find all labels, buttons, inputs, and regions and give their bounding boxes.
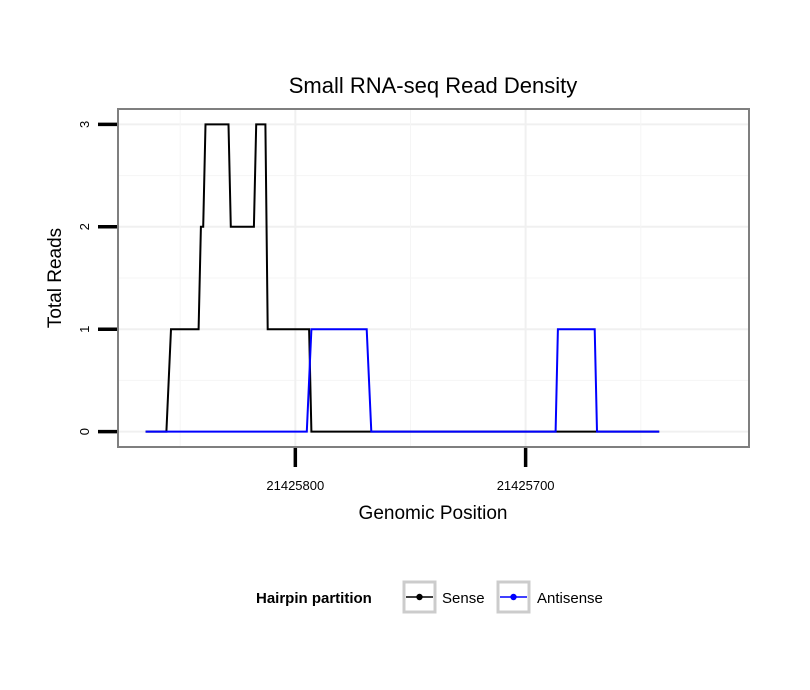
data-series	[145, 123, 660, 433]
x-axis-title: Genomic Position	[359, 503, 508, 524]
legend-point-sense	[416, 593, 423, 601]
y-tick-label: 2	[77, 223, 92, 230]
plot-panel-border	[117, 108, 750, 448]
legend-item-antisense: Antisense	[496, 580, 603, 614]
legend-title: Hairpin partition	[256, 590, 372, 607]
legend-item-sense: Sense	[402, 580, 485, 614]
legend-label-antisense: Antisense	[537, 590, 603, 607]
legend-label-sense: Sense	[442, 590, 485, 607]
y-axis-title: Total Reads	[45, 228, 66, 328]
axis-ticks: 0 1 2 3 21425800 21425700	[77, 121, 555, 493]
y-tick-label: 0	[77, 428, 92, 435]
legend-point-antisense	[510, 593, 517, 601]
y-tick-label: 3	[77, 121, 92, 128]
series-line-antisense	[145, 328, 660, 433]
x-tick-label: 21425700	[497, 478, 555, 493]
legend: Hairpin partition Sense Antisense	[256, 580, 603, 614]
chart-title: Small RNA-seq Read Density	[289, 73, 578, 98]
x-tick-label: 21425800	[266, 478, 324, 493]
y-tick-label: 1	[77, 326, 92, 333]
grid-lines	[118, 109, 749, 447]
series-line-sense	[145, 123, 660, 433]
